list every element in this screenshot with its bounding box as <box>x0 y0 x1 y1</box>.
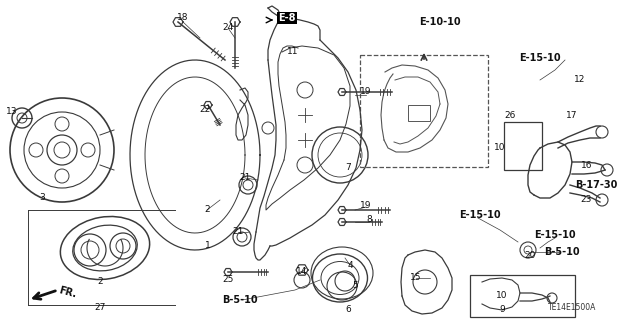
Text: B-17-30: B-17-30 <box>575 180 617 190</box>
Text: 21: 21 <box>239 173 251 182</box>
Text: 27: 27 <box>94 303 106 313</box>
Text: FR.: FR. <box>58 285 78 299</box>
Text: 3: 3 <box>39 194 45 203</box>
Text: E-8: E-8 <box>278 13 296 23</box>
Text: 16: 16 <box>581 161 593 170</box>
Text: 24: 24 <box>222 23 234 33</box>
Bar <box>504 122 542 170</box>
Text: 19: 19 <box>360 87 372 97</box>
Bar <box>470 275 575 317</box>
Text: 9: 9 <box>499 306 505 315</box>
Text: 19: 19 <box>360 201 372 210</box>
Text: 7: 7 <box>345 164 351 172</box>
Text: 25: 25 <box>222 276 234 284</box>
Text: B-5-10: B-5-10 <box>222 295 258 305</box>
Text: E-10-10: E-10-10 <box>419 17 461 27</box>
Text: 1: 1 <box>205 241 211 250</box>
Text: 5: 5 <box>352 281 358 290</box>
Text: 22: 22 <box>200 106 211 115</box>
Text: 20: 20 <box>524 251 536 260</box>
Bar <box>360 55 488 167</box>
Text: E-15-10: E-15-10 <box>459 210 501 220</box>
Bar <box>408 105 430 121</box>
Text: 2: 2 <box>97 277 103 286</box>
Text: B-5-10: B-5-10 <box>544 247 580 257</box>
Text: 12: 12 <box>574 76 586 84</box>
Text: 2: 2 <box>204 205 210 214</box>
Text: 18: 18 <box>177 13 189 22</box>
Text: 26: 26 <box>504 110 516 119</box>
Text: 17: 17 <box>566 110 578 119</box>
Text: 10: 10 <box>494 143 506 153</box>
Text: 13: 13 <box>6 108 18 116</box>
Text: E-15-10: E-15-10 <box>519 53 561 63</box>
Text: 11: 11 <box>287 47 299 57</box>
Text: 6: 6 <box>345 306 351 315</box>
Text: 21: 21 <box>232 228 244 236</box>
Text: 10: 10 <box>496 291 508 300</box>
Text: 4: 4 <box>347 260 353 269</box>
Text: 15: 15 <box>410 274 422 283</box>
Text: 8: 8 <box>366 215 372 225</box>
Text: TE14E1500A: TE14E1500A <box>548 303 596 312</box>
Text: E-15-10: E-15-10 <box>534 230 576 240</box>
Text: 14: 14 <box>296 268 308 276</box>
Text: 23: 23 <box>580 196 592 204</box>
